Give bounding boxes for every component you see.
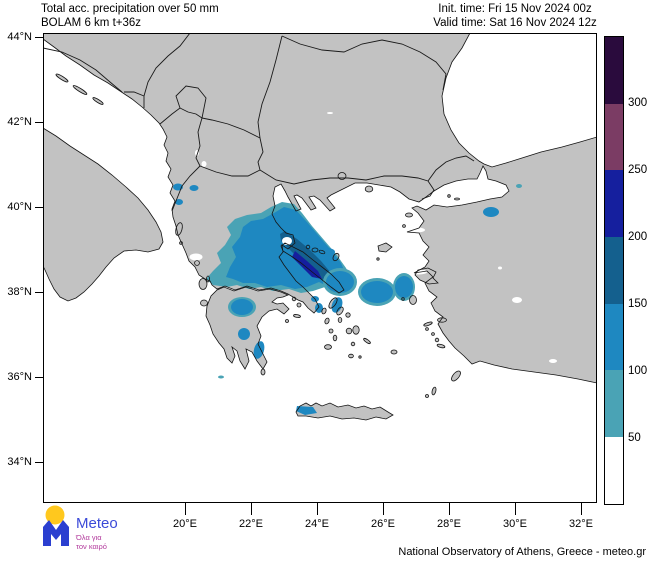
precip-taygetos-100mm (253, 341, 265, 359)
precip-aegean-blob1-100mm (326, 271, 354, 293)
cb-label-200: 200 (628, 231, 648, 243)
lon-label-28e: 28°E (437, 518, 461, 530)
lon-tick-28e (449, 503, 450, 515)
cb-label-250: 250 (628, 164, 648, 176)
map-title: Total acc. precipitation over 50 mm (41, 3, 219, 15)
valid-time: Valid time: Sat 16 Nov 2024 12z (433, 17, 597, 29)
cb-label-300: 300 (628, 97, 648, 109)
lat-label-38n: 38°N (7, 286, 32, 298)
cb-seg-250-300 (605, 103, 623, 171)
lat-label-42n: 42°N (7, 116, 32, 128)
precip-attica-100mm-b (315, 303, 323, 313)
cb-label-50: 50 (628, 432, 641, 444)
precip-midpelop-100mm (238, 328, 250, 340)
lat-label-44n: 44°N (7, 31, 32, 43)
lon-label-22e: 22°E (239, 518, 263, 530)
precip-albania-100mm-b (189, 185, 199, 191)
lon-label-24e: 24°E (305, 518, 329, 530)
cb-seg-150-200 (605, 237, 623, 304)
lon-label-32e: 32°E (569, 518, 593, 530)
lat-label-34n: 34°N (7, 456, 32, 468)
lon-tick-22e (251, 503, 252, 515)
meteo-logo: Meteo Όλα για τον καιρό (43, 505, 118, 551)
precip-evia-200mm-core (292, 251, 322, 279)
lon-tick-30e (515, 503, 516, 515)
map-canvas (43, 33, 597, 503)
lon-label-30e: 30°E (503, 518, 527, 530)
lat-tick-36n (35, 377, 43, 378)
cb-seg-under-50 (605, 437, 623, 504)
init-time: Init. time: Fri 15 Nov 2024 00z (438, 3, 592, 15)
cb-seg-50-100 (605, 370, 623, 438)
lat-tick-44n (35, 37, 43, 38)
lon-tick-26e (383, 503, 384, 515)
logo-brand-text: Meteo (76, 515, 118, 532)
model-subtitle: BOLAM 6 km t+36z (41, 17, 142, 29)
lon-tick-20e (185, 503, 186, 515)
lon-tick-32e (581, 503, 582, 515)
lon-label-26e: 26°E (371, 518, 395, 530)
precip-chios-100mm (395, 276, 413, 298)
title-block: Total acc. precipitation over 50 mm BOLA… (41, 2, 219, 30)
logo-tagline-2: τον καιρό (76, 542, 107, 551)
country-borders (43, 33, 475, 212)
cb-seg-100-150 (605, 303, 623, 371)
precip-npelop-100mm (231, 299, 253, 315)
lat-label-36n: 36°N (7, 371, 32, 383)
lat-label-40n: 40°N (7, 201, 32, 213)
cb-label-100: 100 (628, 365, 648, 377)
logo-tagline-1: Όλα για (75, 533, 102, 542)
precip-mani-dash-50mm (218, 375, 224, 379)
precip-turkey-marmara-100mm (483, 207, 499, 217)
logo-m-icon (43, 520, 69, 546)
time-block: Init. time: Fri 15 Nov 2024 00z Valid ti… (404, 2, 626, 30)
lon-label-20e: 20°E (173, 518, 197, 530)
logo-sun-icon (45, 505, 65, 525)
lon-tick-24e (317, 503, 318, 515)
lat-tick-40n (35, 207, 43, 208)
precip-andros-100mm (331, 297, 343, 313)
water-cutouts (59, 59, 557, 363)
precip-sporades-100mm (319, 248, 335, 256)
cb-seg-200-250 (605, 170, 623, 238)
lat-tick-38n (35, 292, 43, 293)
lat-tick-34n (35, 462, 43, 463)
precipitation-colorbar (604, 36, 624, 505)
precip-west-crete-100mm (296, 406, 317, 415)
precip-turkey-dot-50mm (516, 184, 522, 188)
credit-text: National Observatory of Athens, Greece -… (398, 546, 646, 558)
lat-tick-42n (35, 122, 43, 123)
precip-albania-100mm-c (175, 199, 183, 205)
cb-seg-over-300 (605, 37, 623, 104)
map-frame (43, 33, 597, 503)
cb-label-150: 150 (628, 298, 648, 310)
precip-aegean-blob2-100mm (361, 281, 393, 303)
